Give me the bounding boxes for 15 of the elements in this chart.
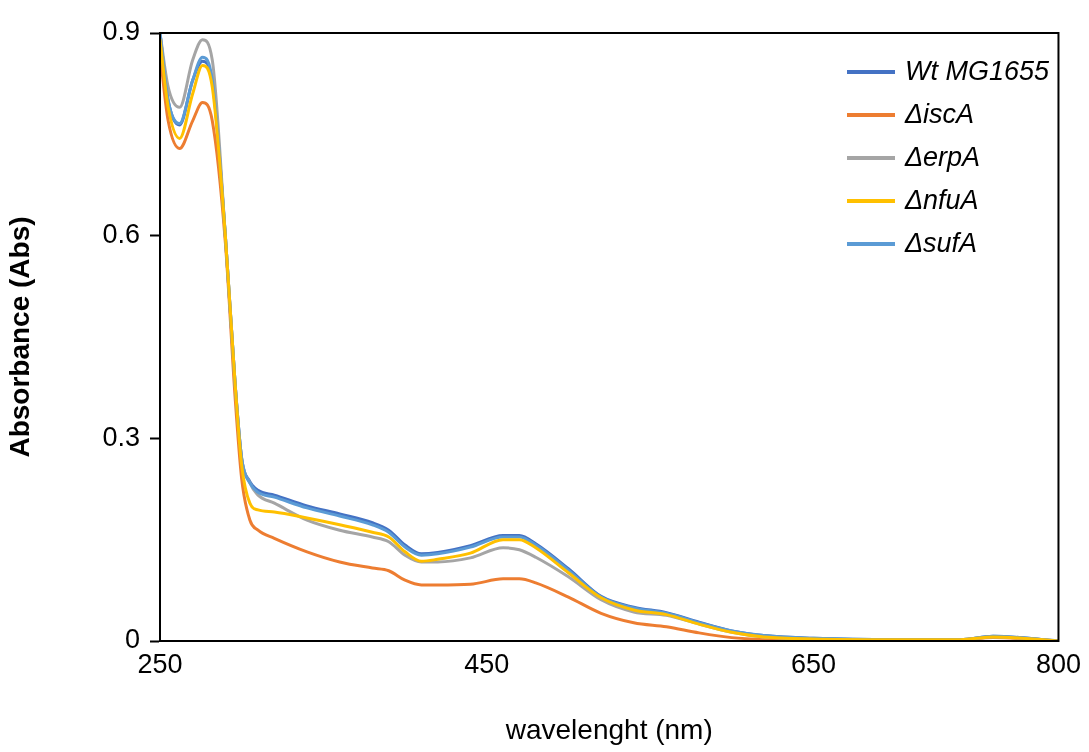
y-axis-title: Absorbance (Abs) xyxy=(3,216,35,458)
legend-label: ΔnfuA xyxy=(904,185,979,216)
x-tick-label: 800 xyxy=(1035,648,1082,679)
legend-label: Wt MG1655 xyxy=(904,56,1049,87)
y-tick-label: 0.9 xyxy=(102,16,140,47)
y-tick-label: 0.6 xyxy=(102,219,140,250)
x-tick-label: 250 xyxy=(137,648,183,679)
legend-label: ΔerpA xyxy=(904,142,981,173)
y-tick-label: 0.3 xyxy=(102,421,140,452)
x-tick-label: 650 xyxy=(790,648,836,679)
x-axis-title: wavelenght (nm) xyxy=(504,713,713,745)
legend-label: ΔsufA xyxy=(904,228,978,259)
y-tick-label: 0 xyxy=(124,624,140,655)
x-tick-label: 450 xyxy=(464,648,510,679)
legend-label: ΔiscA xyxy=(904,99,975,130)
